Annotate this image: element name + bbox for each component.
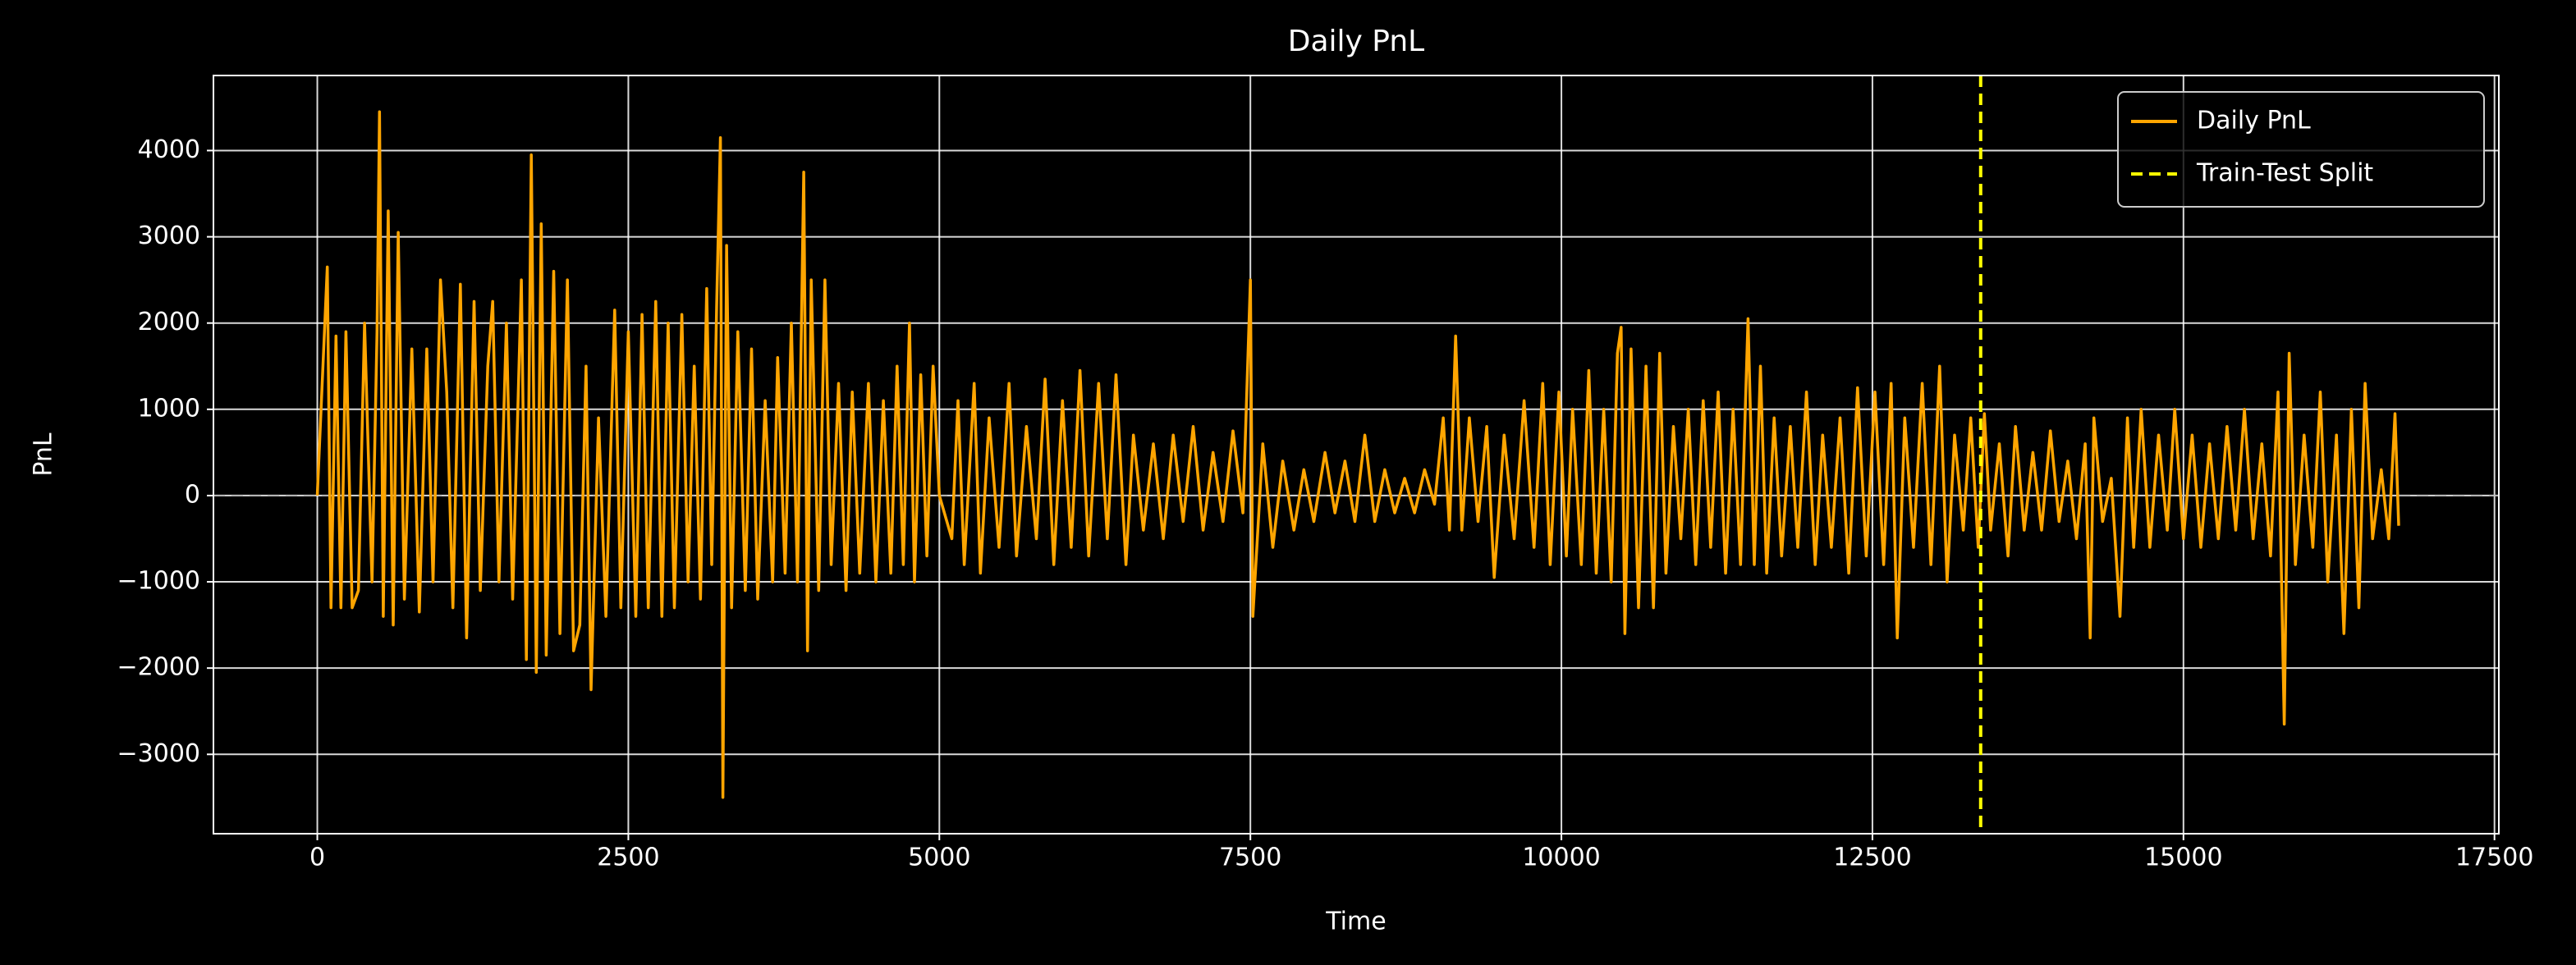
x-tick-label: 7500 <box>1219 844 1281 872</box>
x-tick-label: 17500 <box>2455 844 2533 872</box>
y-tick-label: −1000 <box>117 567 200 596</box>
y-axis-label: PnL <box>30 432 58 477</box>
legend-box <box>2117 91 2485 208</box>
y-tick-label: 0 <box>185 480 200 509</box>
x-tick-label: 5000 <box>908 844 970 872</box>
y-tick-label: 1000 <box>138 394 200 423</box>
x-tick-label: 2500 <box>597 844 659 872</box>
y-tick-label: −2000 <box>117 653 200 682</box>
x-tick-label: 15000 <box>2144 844 2222 872</box>
x-tick-label: 0 <box>309 844 325 872</box>
data-line <box>315 110 2400 799</box>
chart-title: Daily PnL <box>1288 25 1424 58</box>
legend-label: Train-Test Split <box>2196 159 2373 188</box>
y-tick-label: 4000 <box>138 135 200 164</box>
axes-frame <box>213 75 2500 835</box>
y-tick-label: −3000 <box>117 739 200 768</box>
x-tick-label: 10000 <box>1522 844 1600 872</box>
x-tick-label: 12500 <box>1833 844 1911 872</box>
x-axis-label: Time <box>1325 908 1386 936</box>
y-tick-label: 2000 <box>138 308 200 336</box>
y-tick-label: 3000 <box>138 222 200 250</box>
legend-label: Daily PnL <box>2197 107 2311 135</box>
